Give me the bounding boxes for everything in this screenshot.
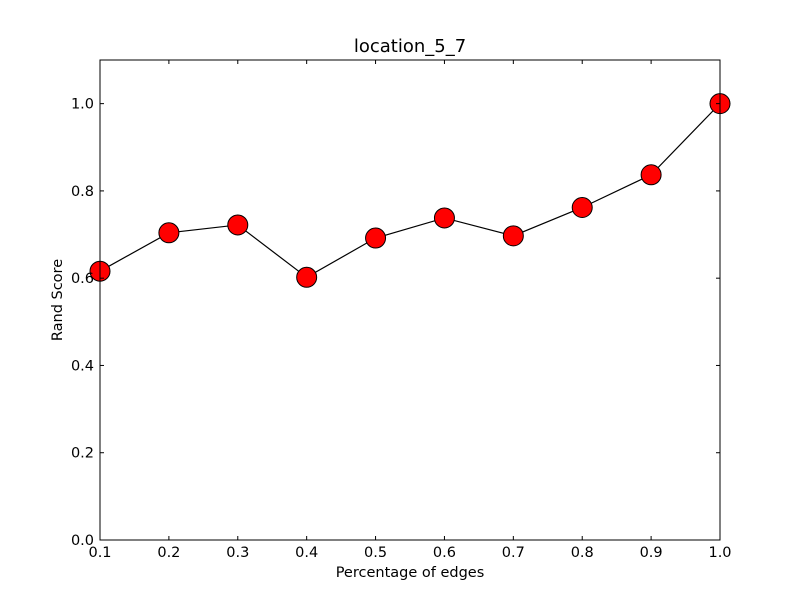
ticks-layer: 0.1 0.2 0.3 0.4 0.5 0.6 0.7 0.8 0.9 1.0 0.0 0.2 0.4 0… — [71, 60, 732, 561]
x-tick-label: 0.2 — [157, 545, 180, 561]
x-tick-label: 0.1 — [88, 545, 111, 561]
series-line — [99, 103, 721, 279]
x-tick-label: 0.7 — [502, 545, 525, 561]
plot-area — [100, 60, 720, 540]
y-tick-label: 0.6 — [71, 271, 94, 287]
data-point — [571, 196, 593, 218]
data-point — [227, 214, 249, 236]
x-tick-label: 0.8 — [571, 545, 594, 561]
x-tick-label: 0.3 — [226, 545, 249, 561]
data-point — [502, 225, 524, 247]
y-tick-label: 0.8 — [71, 184, 94, 200]
y-tick-label: 1.0 — [71, 97, 94, 113]
x-tick-label: 0.4 — [295, 545, 318, 561]
y-tick-label: 0.2 — [71, 446, 94, 462]
x-tick-label: 0.5 — [364, 545, 387, 561]
y-tick-label: 0.0 — [71, 533, 94, 549]
x-tick-label: 1.0 — [708, 545, 731, 561]
chart-title: location_5_7 — [354, 36, 466, 57]
x-tick-label: 0.6 — [433, 545, 456, 561]
data-point — [296, 266, 318, 288]
data-point — [433, 207, 455, 229]
x-tick-label: 0.9 — [640, 545, 663, 561]
plot-frame — [99, 59, 721, 541]
x-axis-label: Percentage of edges — [336, 565, 485, 581]
y-axis-label: Rand Score — [50, 259, 66, 341]
series-layer — [89, 93, 731, 288]
data-point — [640, 164, 662, 186]
data-point — [365, 227, 387, 249]
data-point — [158, 222, 180, 244]
y-tick-label: 0.4 — [71, 358, 94, 374]
